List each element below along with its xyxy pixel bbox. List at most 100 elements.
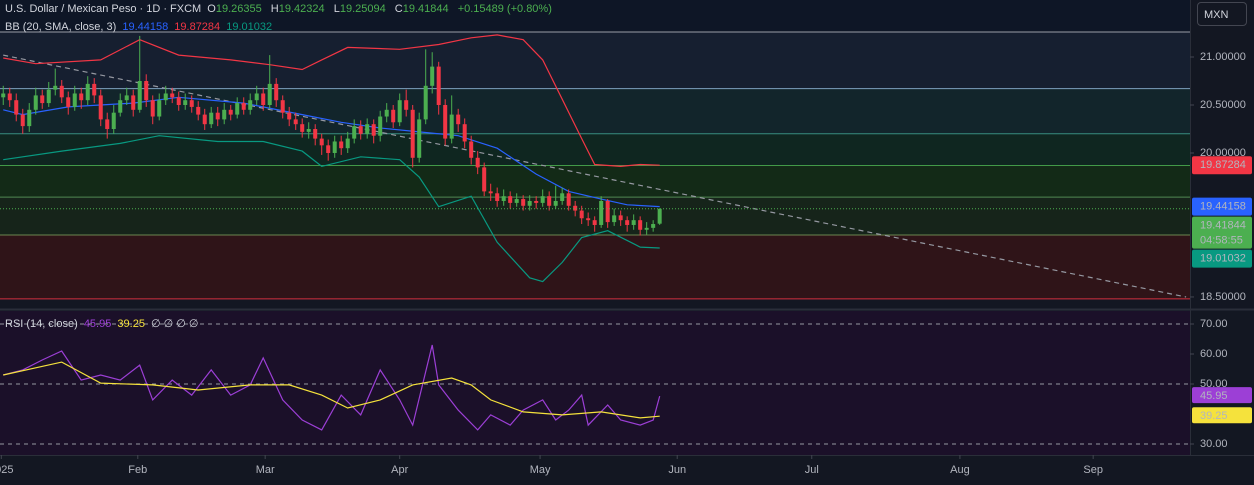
candle-body	[85, 83, 90, 101]
high-label: H19.42324	[271, 3, 328, 15]
rsi-title: RSI (14, close)	[5, 318, 78, 330]
candle-body	[514, 199, 519, 203]
price-badge-label: 19.44158	[1200, 200, 1246, 212]
candle-body	[339, 141, 344, 149]
rsi-legend: RSI (14, close) 45.95 39.25 ∅ ∅ ∅ ∅	[5, 317, 202, 330]
x-tick-label: May	[530, 464, 551, 476]
price-badge	[1192, 387, 1252, 404]
zone	[0, 165, 1190, 198]
candle-body	[495, 193, 500, 201]
bollinger-line	[3, 135, 660, 283]
candle-body	[287, 112, 292, 120]
candle-body	[599, 200, 604, 225]
candle-body	[644, 227, 649, 230]
candle-body	[443, 105, 448, 139]
candle-body	[547, 196, 552, 206]
price-badge	[1192, 407, 1252, 424]
candle-body	[462, 124, 467, 142]
candle-body	[274, 83, 279, 101]
candle-body	[98, 95, 103, 120]
price-badge-label: 19.41844	[1200, 219, 1246, 231]
candle-body	[267, 83, 272, 106]
x-tick-label: Mar	[256, 464, 275, 476]
candle-body	[319, 138, 324, 146]
x-tick-label: Sep	[1083, 464, 1103, 476]
candle-body	[638, 220, 643, 230]
x-tick-label: Jul	[805, 464, 819, 476]
candle-body	[300, 124, 305, 132]
candle-body	[222, 109, 227, 120]
candle-body	[332, 141, 337, 153]
candle-body	[261, 93, 266, 106]
candle-body	[92, 83, 97, 96]
x-tick-label: Aug	[950, 464, 970, 476]
low-label: L19.25094	[334, 3, 389, 15]
candle-body	[196, 106, 201, 115]
candle-body	[280, 100, 285, 113]
candle-body	[111, 112, 116, 129]
candle-body	[391, 109, 396, 123]
symbol-legend: U.S. Dollar / Mexican Peso · 1D · FXCM O…	[5, 3, 555, 15]
candle-body	[618, 215, 623, 221]
x-tick-label: Apr	[391, 464, 408, 476]
candle-body	[170, 93, 175, 98]
candle-body	[475, 157, 480, 168]
zone	[0, 0, 1190, 33]
candle-body	[417, 119, 422, 158]
zone	[0, 133, 1190, 166]
candle-body	[40, 95, 45, 104]
ohlc-prefix: L	[333, 3, 340, 15]
symbol-title: U.S. Dollar / Mexican Peso · 1D · FXCM	[5, 3, 202, 15]
candle-body	[482, 167, 487, 192]
candle-body	[371, 124, 376, 136]
rsi-extra: ∅ ∅ ∅ ∅	[151, 318, 199, 330]
candle-body	[202, 114, 207, 125]
y-tick-label: 20.50000	[1200, 99, 1246, 111]
candle-body	[488, 191, 493, 194]
candle-body	[72, 93, 77, 107]
candle-body	[46, 89, 51, 104]
y-tick-label: 60.00	[1200, 348, 1228, 360]
candle-body	[137, 81, 142, 110]
indicator-value: 19.87284	[174, 21, 221, 33]
candle-body	[79, 93, 84, 101]
candle-body	[612, 215, 617, 223]
indicator-label: BB (20, SMA, close, 3)	[5, 21, 117, 33]
price-badge	[1192, 156, 1252, 175]
candle-body	[306, 128, 311, 132]
ohlc-value: 19.25094	[339, 3, 386, 15]
bollinger-line	[3, 34, 660, 168]
candle-body	[235, 103, 240, 115]
countdown-label: 04:58:55	[1200, 234, 1243, 246]
zone	[0, 32, 1190, 89]
candle-body	[527, 200, 532, 206]
indicator-value: 19.44158	[122, 21, 169, 33]
candle-body	[560, 193, 565, 201]
candle-body	[657, 208, 662, 224]
rsi-line	[3, 361, 660, 419]
zone	[0, 235, 1190, 299]
candle-body	[456, 114, 461, 125]
ohlc-prefix: H	[270, 3, 279, 15]
currency-button[interactable]: MXN	[1197, 2, 1247, 26]
candle-body	[14, 100, 19, 115]
candle-body	[248, 100, 253, 110]
candle-body	[144, 81, 149, 101]
candle-body	[7, 93, 12, 101]
candle-body	[592, 220, 597, 225]
candle-body	[33, 95, 38, 110]
candle-body	[131, 95, 136, 110]
price-badge-label: 45.95	[1200, 390, 1228, 402]
x-tick-label: Feb	[128, 464, 147, 476]
candle-body	[163, 93, 168, 101]
rsi-background	[0, 311, 1190, 455]
price-pane	[0, 0, 1190, 300]
candle-body	[404, 100, 409, 110]
candle-body	[66, 97, 71, 107]
candle-body	[605, 200, 610, 223]
candle-body	[508, 196, 513, 203]
candle-body	[53, 85, 58, 90]
y-tick-label: 50.00	[1200, 378, 1228, 390]
price-badge	[1192, 249, 1252, 268]
